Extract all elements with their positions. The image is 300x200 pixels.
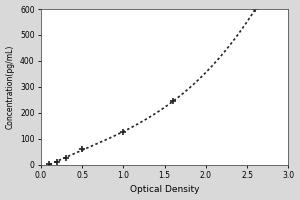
- X-axis label: Optical Density: Optical Density: [130, 185, 200, 194]
- Y-axis label: Concentration(pg/mL): Concentration(pg/mL): [6, 45, 15, 129]
